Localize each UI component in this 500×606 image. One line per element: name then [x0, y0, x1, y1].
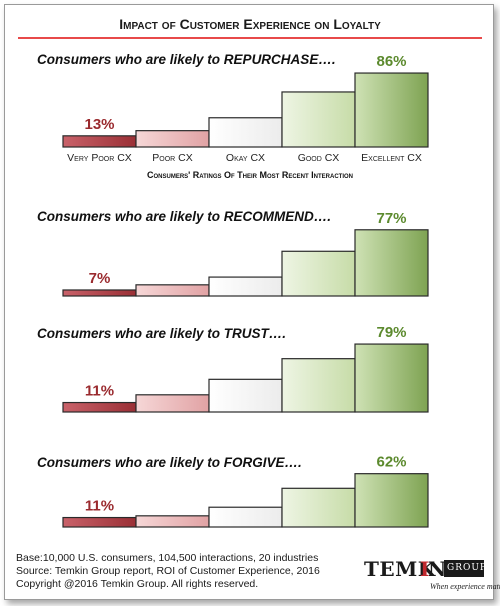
bar-okay-cx [208, 378, 283, 413]
footer-base-line: Base:10,000 U.S. consumers, 104,500 inte… [16, 552, 319, 564]
temkin-group-logo: TEMK I N GROUP When experience matters [364, 557, 500, 595]
panel-2: Consumers who are likely to RECOMMEND…. 7… [37, 209, 429, 297]
value-label-low: 11% [85, 383, 114, 400]
logo-word-right: N [428, 557, 447, 581]
bar-okay-cx [208, 117, 283, 148]
panel-4: Consumers who are likely to FORGIVE…. 11%… [37, 454, 429, 528]
bar-okay-cx [208, 506, 283, 528]
panel-label: Consumers who are likely to FORGIVE…. [37, 455, 302, 470]
bar-good-cx [281, 487, 356, 528]
bar-excellent-cx [354, 72, 429, 148]
footer-notes: Base:10,000 U.S. consumers, 104,500 inte… [16, 552, 320, 591]
bar-very-poor-cx [62, 401, 137, 413]
logo-word-mid: I [420, 557, 430, 581]
category-label: Okay CX [226, 152, 265, 164]
value-label-high: 79% [376, 324, 406, 341]
logo-word-left: TEMK [364, 557, 436, 581]
bar-poor-cx [135, 130, 210, 148]
logo-group-box: GROUP [444, 560, 487, 577]
panel-label: Consumers who are likely to RECOMMEND…. [37, 209, 331, 224]
panel-1: Consumers who are likely to REPURCHASE….… [37, 52, 429, 180]
logo-word-group: GROUP [447, 563, 487, 573]
value-label-low: 11% [85, 498, 114, 515]
category-label: Good CX [298, 152, 340, 164]
category-label: Poor CX [152, 152, 192, 164]
bar-very-poor-cx [62, 289, 137, 297]
x-axis-title: Consumers' Ratings Of Their Most Recent … [147, 170, 353, 180]
bar-very-poor-cx [62, 135, 137, 148]
panel-label: Consumers who are likely to TRUST…. [37, 326, 286, 341]
chart-title: Impact of Customer Experience on Loyalty [119, 16, 381, 32]
category-label: Excellent CX [361, 152, 422, 164]
bar-poor-cx [135, 284, 210, 297]
bar-good-cx [281, 358, 356, 413]
bar-excellent-cx [354, 473, 429, 528]
panel-3: Consumers who are likely to TRUST…. 11% 79… [37, 324, 429, 413]
category-label: Very Poor CX [67, 152, 132, 164]
bar-okay-cx [208, 276, 283, 297]
bar-good-cx [281, 250, 356, 297]
logo-tagline: When experience matters [430, 582, 500, 591]
bar-very-poor-cx [62, 516, 137, 528]
panel-label: Consumers who are likely to REPURCHASE…. [37, 52, 336, 67]
value-label-low: 13% [84, 116, 114, 133]
bar-poor-cx [135, 515, 210, 528]
value-label-high: 86% [376, 53, 406, 70]
footer-copyright-line: Copyright @2016 Temkin Group. All rights… [16, 578, 259, 590]
panels-layer: Consumers who are likely to REPURCHASE….… [37, 52, 429, 528]
footer-source-line: Source: Temkin Group report, ROI of Cust… [16, 565, 320, 577]
bar-poor-cx [135, 394, 210, 413]
value-label-high: 77% [376, 210, 406, 227]
bar-good-cx [281, 91, 356, 148]
value-label-low: 7% [89, 270, 111, 287]
value-label-high: 62% [376, 454, 406, 471]
bar-excellent-cx [354, 229, 429, 297]
bar-excellent-cx [354, 343, 429, 413]
